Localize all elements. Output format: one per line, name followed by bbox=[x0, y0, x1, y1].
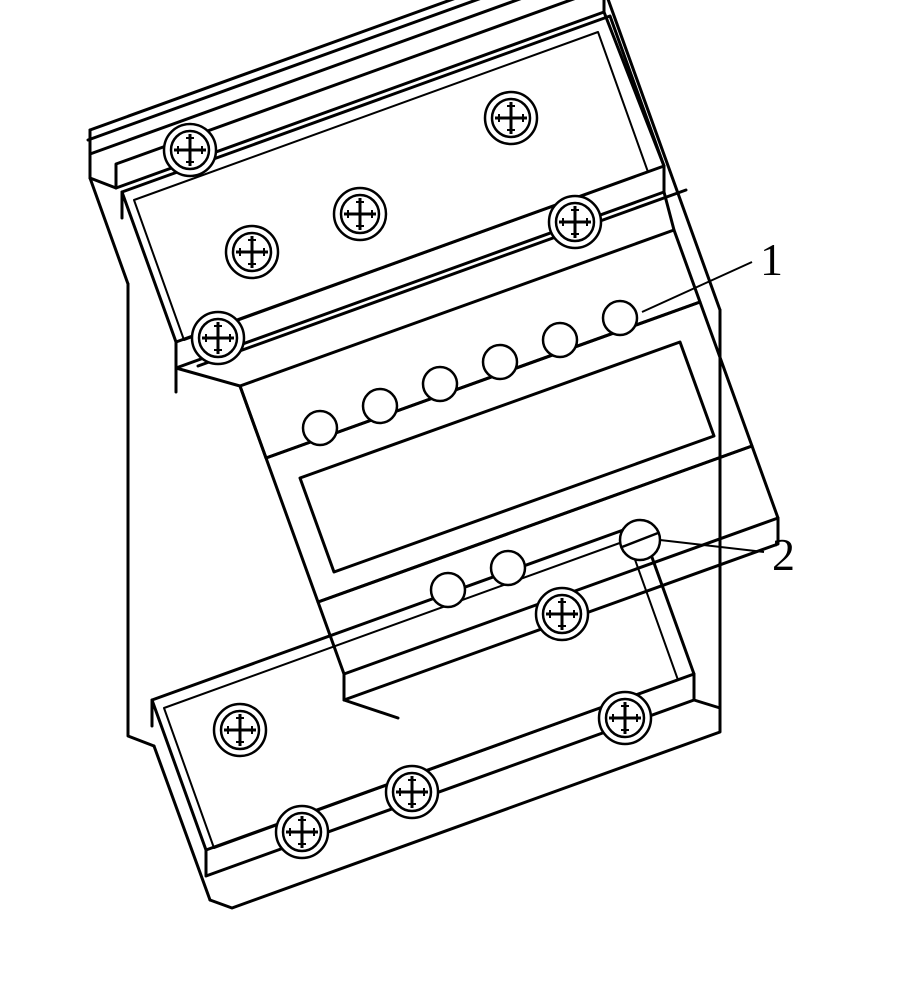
screw bbox=[599, 692, 651, 744]
diagram-svg: 1 2 bbox=[0, 0, 909, 1000]
screw bbox=[276, 806, 328, 858]
label-1: 1 bbox=[760, 234, 783, 285]
led-row-top bbox=[303, 301, 637, 445]
screw bbox=[485, 92, 537, 144]
label-2: 2 bbox=[772, 529, 795, 580]
screw bbox=[334, 188, 386, 240]
button-2 bbox=[620, 520, 660, 560]
led-indicator bbox=[423, 367, 457, 401]
screw bbox=[214, 704, 266, 756]
screw bbox=[386, 766, 438, 818]
callout-1: 1 bbox=[642, 234, 783, 312]
screw bbox=[549, 196, 601, 248]
led-indicator bbox=[603, 301, 637, 335]
screw bbox=[226, 226, 278, 278]
led-indicator bbox=[363, 389, 397, 423]
led-indicator bbox=[431, 573, 465, 607]
screw bbox=[536, 588, 588, 640]
led-indicator bbox=[303, 411, 337, 445]
screws-group bbox=[164, 92, 651, 944]
led-row-bottom bbox=[431, 551, 525, 607]
led-indicator bbox=[491, 551, 525, 585]
led-indicator bbox=[543, 323, 577, 357]
led-indicator bbox=[483, 345, 517, 379]
screw bbox=[242, 892, 294, 944]
screw bbox=[164, 124, 216, 176]
screw bbox=[192, 312, 244, 364]
